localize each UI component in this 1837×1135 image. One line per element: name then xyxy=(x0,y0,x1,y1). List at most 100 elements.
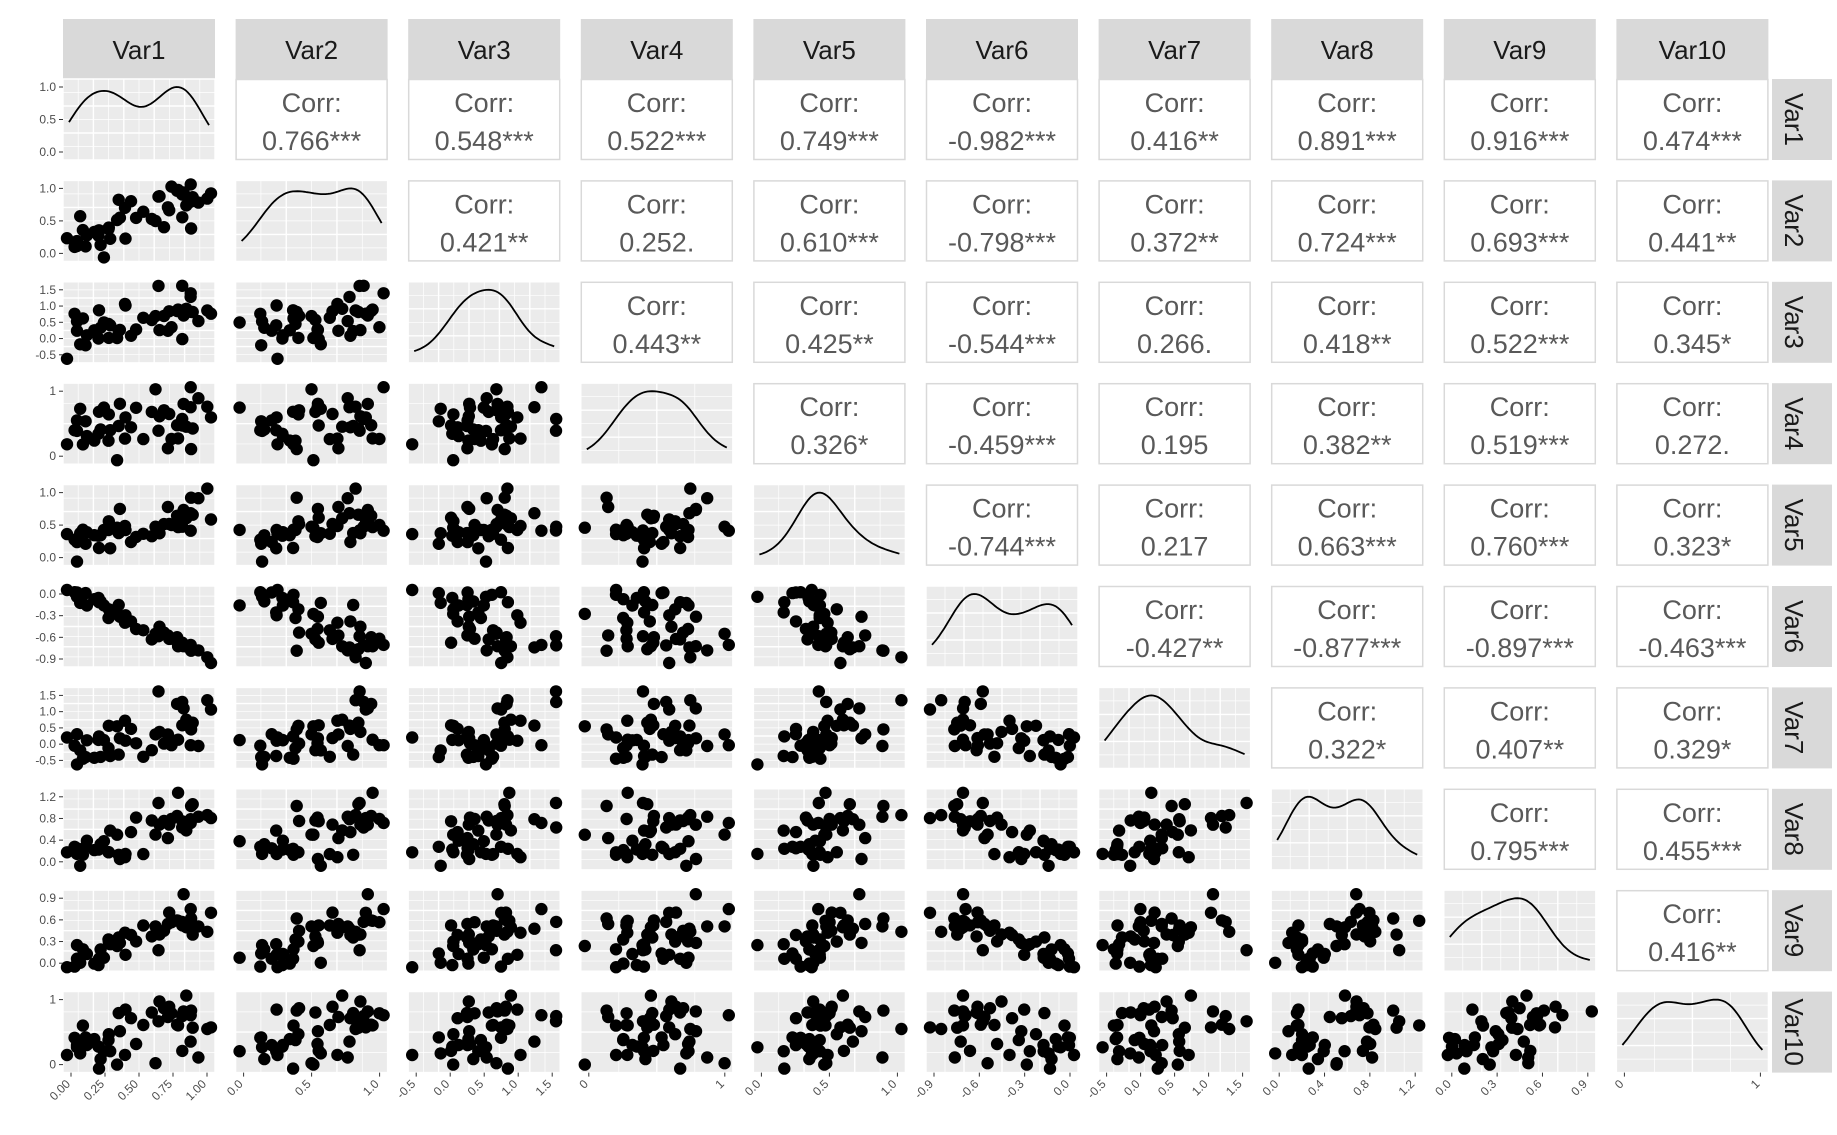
scatter-point xyxy=(1020,720,1033,733)
corr-panel-border xyxy=(1616,585,1769,668)
scatter-point xyxy=(468,916,481,929)
scatter-point xyxy=(1166,928,1179,942)
scatter-point xyxy=(956,1019,970,1032)
scatter-point xyxy=(1335,928,1349,942)
scatter-point xyxy=(479,555,493,568)
scatter-point xyxy=(184,1004,198,1017)
scatter-point xyxy=(161,500,175,514)
scatter-point xyxy=(361,888,374,901)
scatter-point xyxy=(201,651,214,664)
scatter-point xyxy=(233,1045,246,1058)
row-strip-var4: Var4 xyxy=(1772,383,1832,465)
scatter-point xyxy=(326,407,339,421)
scatter-point xyxy=(92,596,106,609)
scatter-point xyxy=(1115,1006,1129,1020)
x-tick-label: 0 xyxy=(1612,1077,1627,1092)
scatter-point xyxy=(444,919,458,932)
scatter-point xyxy=(451,1012,464,1025)
row-strip-var1: Var1 xyxy=(1772,79,1832,160)
corr-panel-var9-var10: Corr: 0.416** xyxy=(1616,889,1769,972)
strip-background xyxy=(1772,687,1832,769)
corr-label: Corr: xyxy=(1145,291,1205,321)
scatter-point xyxy=(877,644,890,657)
scatter-point xyxy=(1165,799,1178,813)
y-tick-label: 0.0 xyxy=(39,956,56,970)
scatter-point xyxy=(113,732,127,745)
scatter-point xyxy=(480,920,493,933)
scatter-point xyxy=(1020,1058,1033,1071)
scatter-point xyxy=(806,919,819,932)
corr-panel-var1-var5: Corr: 0.749*** xyxy=(753,78,906,161)
x-axis-var8: 0.0 0.4 0.8 1.2 xyxy=(1260,1072,1418,1099)
corr-value: 0.217 xyxy=(1141,532,1209,562)
scatter-point xyxy=(777,1045,790,1058)
scatter-point xyxy=(669,1028,682,1041)
scatter-point xyxy=(660,915,673,929)
corr-panel-border xyxy=(1616,382,1769,465)
scatter-point xyxy=(283,751,296,764)
corr-value: 0.416** xyxy=(1130,126,1219,156)
corr-label: Corr: xyxy=(454,88,514,118)
scatter-point xyxy=(204,513,218,526)
corr-panel-border xyxy=(1443,788,1597,871)
scatter-point xyxy=(1338,1045,1351,1058)
corr-panel-border xyxy=(1098,281,1251,364)
scatter-point xyxy=(474,846,488,859)
scatter-panel-var9-var7 xyxy=(1096,888,1253,974)
scatter-point xyxy=(92,224,106,237)
scatter-point xyxy=(1043,842,1057,855)
y-tick-label: 0.6 xyxy=(39,913,56,927)
scatter-point xyxy=(434,402,447,415)
scatter-point xyxy=(233,835,246,848)
scatter-point xyxy=(1005,1012,1019,1025)
corr-value: 0.266. xyxy=(1137,329,1212,359)
scatter-point xyxy=(406,731,419,744)
corr-label: Corr: xyxy=(799,291,859,321)
scatter-point xyxy=(444,1044,458,1058)
scatter-point xyxy=(68,739,81,752)
scatter-point xyxy=(988,750,1001,763)
scatter-point xyxy=(1063,960,1077,973)
strip-background xyxy=(1772,586,1832,667)
strip-background xyxy=(1772,788,1832,870)
scatter-point xyxy=(1178,798,1192,811)
scatter-point xyxy=(255,339,268,352)
scatter-point xyxy=(837,1044,851,1058)
scatter-point xyxy=(311,1025,325,1038)
scatter-point xyxy=(137,432,150,446)
corr-label: Corr: xyxy=(1490,696,1550,726)
scatter-point xyxy=(620,632,633,645)
scatter-point xyxy=(722,816,735,830)
scatter-point xyxy=(311,811,324,824)
corr-value: 0.522*** xyxy=(1470,329,1570,359)
scatter-panel-var9-var8 xyxy=(1269,888,1426,974)
scatter-point xyxy=(432,537,445,550)
scatter-point xyxy=(963,719,977,732)
scatter-point xyxy=(292,935,305,948)
corr-value: 0.766*** xyxy=(262,126,362,156)
scatter-point xyxy=(326,906,339,919)
scatter-point xyxy=(578,607,591,621)
scatter-point xyxy=(639,838,652,851)
scatter-point xyxy=(357,821,370,834)
scatter-point xyxy=(290,799,303,813)
scatter-point xyxy=(1353,902,1366,916)
scatter-point xyxy=(311,530,324,544)
scatter-point xyxy=(1003,714,1016,727)
scatter-point xyxy=(602,831,615,845)
scatter-point xyxy=(995,995,1008,1008)
scatter-point xyxy=(643,928,656,942)
scatter-point xyxy=(485,1019,499,1032)
scatter-point xyxy=(701,492,714,505)
scatter-point xyxy=(451,535,464,549)
scatter-point xyxy=(270,1003,283,1016)
scatter-point xyxy=(485,848,499,861)
strip-background xyxy=(1772,991,1832,1073)
corr-label: Corr: xyxy=(1145,88,1205,118)
scatter-point xyxy=(751,1041,764,1054)
scatter-point xyxy=(620,916,633,929)
scatter-point xyxy=(307,521,320,534)
scatter-point xyxy=(1441,1048,1455,1062)
scatter-point xyxy=(578,521,591,534)
x-tick-label: 0.0 xyxy=(1050,1077,1072,1099)
